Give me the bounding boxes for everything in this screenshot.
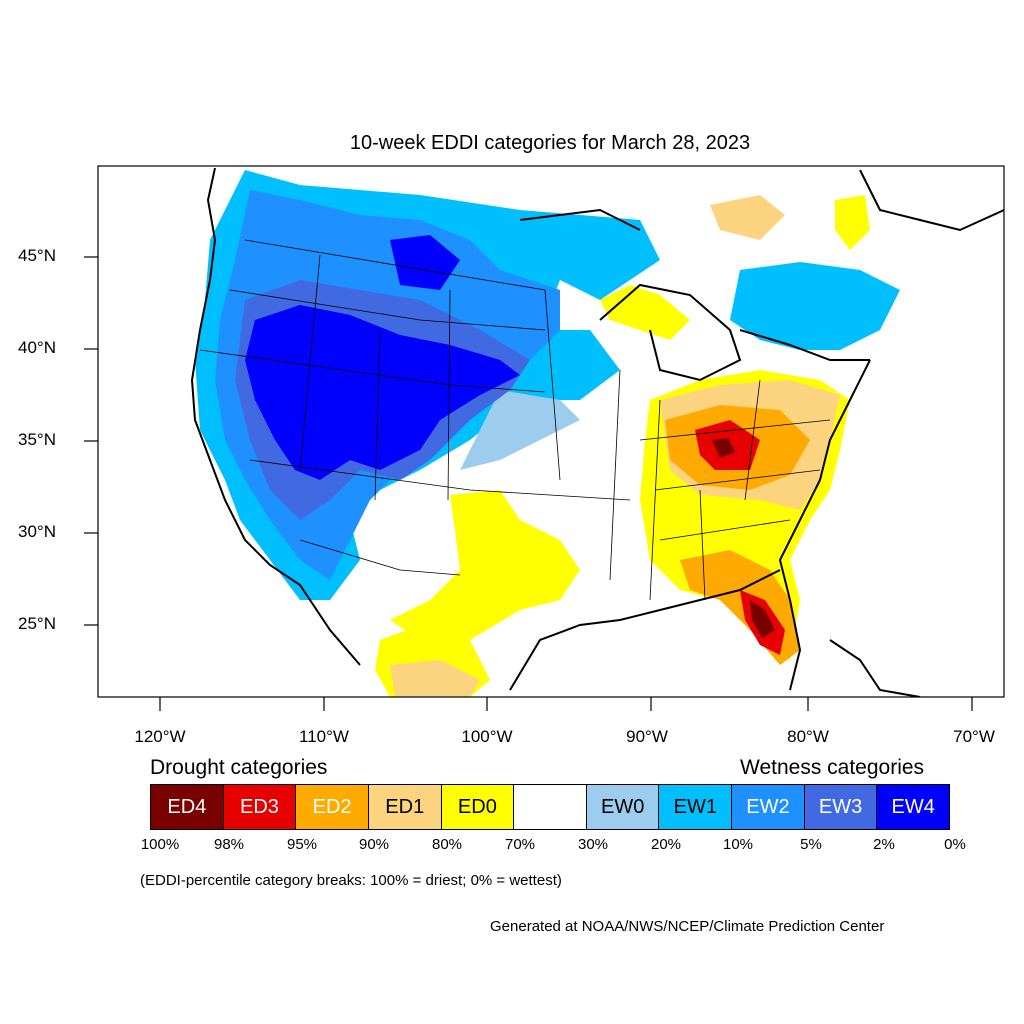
ed0-great-lakes <box>600 285 690 340</box>
ed1-canada <box>710 195 785 240</box>
lat-label-25: 25°N <box>18 614 56 633</box>
legend-cell-ew3: EW3 <box>804 785 878 829</box>
credit-line: Generated at NOAA/NWS/NCEP/Climate Predi… <box>490 918 885 935</box>
legend-cell-normal <box>514 785 587 829</box>
pct-label: 95% <box>286 836 318 853</box>
ed4-florida <box>750 600 775 638</box>
legend-cell-ew1: EW1 <box>659 785 733 829</box>
ed1-texas <box>390 660 480 697</box>
lat-label-40: 40°N <box>18 338 56 357</box>
pct-label: 20% <box>650 836 682 853</box>
lat-label-45: 45°N <box>18 246 56 265</box>
category-fields <box>190 166 1004 697</box>
legend-cell-ew2: EW2 <box>732 785 805 829</box>
legend-cell-ed0: ED0 <box>441 785 515 829</box>
pct-label: 80% <box>431 836 463 853</box>
drought-heading: Drought categories <box>150 756 328 779</box>
ed0-south-central <box>390 490 580 640</box>
legend-cell-ed1: ED1 <box>368 785 442 829</box>
lon-label-70: 70°W <box>953 727 995 746</box>
axis-ticks <box>84 256 973 711</box>
ed0-northeast-edge <box>835 195 870 250</box>
lon-label-80: 80°W <box>787 727 829 746</box>
lon-label-100: 100°W <box>461 727 513 746</box>
ew0-plains <box>460 390 580 470</box>
coastlines <box>190 167 1004 697</box>
pct-label: 2% <box>873 836 895 853</box>
pct-label: 30% <box>577 836 609 853</box>
lat-label-35: 35°N <box>18 430 56 449</box>
lon-label-120: 120°W <box>134 727 186 746</box>
legend-cell-ed4: ED4 <box>151 785 224 829</box>
pct-label: 100% <box>140 836 180 853</box>
state-boundaries <box>199 239 831 601</box>
pct-label: 5% <box>800 836 822 853</box>
pct-label: 70% <box>504 836 536 853</box>
wetness-heading: Wetness categories <box>740 756 925 779</box>
map-title: 10-week EDDI categories for March 28, 20… <box>349 132 751 154</box>
pct-label: 98% <box>213 836 245 853</box>
category-legend: ED4 ED3 ED2 ED1 ED0 EW0 EW1 EW2 EW3 EW4 <box>150 784 950 830</box>
lat-label-30: 30°N <box>18 522 56 541</box>
legend-cell-ed3: ED3 <box>223 785 297 829</box>
ew4-core <box>245 305 520 480</box>
pct-label: 90% <box>358 836 390 853</box>
map-frame <box>97 165 1005 698</box>
lon-label-90: 90°W <box>626 727 668 746</box>
ew4-north <box>390 235 460 290</box>
category-note: (EDDI-percentile category breaks: 100% =… <box>140 872 562 889</box>
legend-cell-ed2: ED2 <box>296 785 369 829</box>
legend-cell-ew4: EW4 <box>877 785 950 829</box>
pct-label: 0% <box>944 836 966 853</box>
ed4-kentucky <box>712 438 735 458</box>
ew1-northeast <box>730 262 900 350</box>
lon-label-110: 110°W <box>299 727 349 746</box>
pct-label: 10% <box>722 836 754 853</box>
legend-cell-ew0: EW0 <box>586 785 660 829</box>
